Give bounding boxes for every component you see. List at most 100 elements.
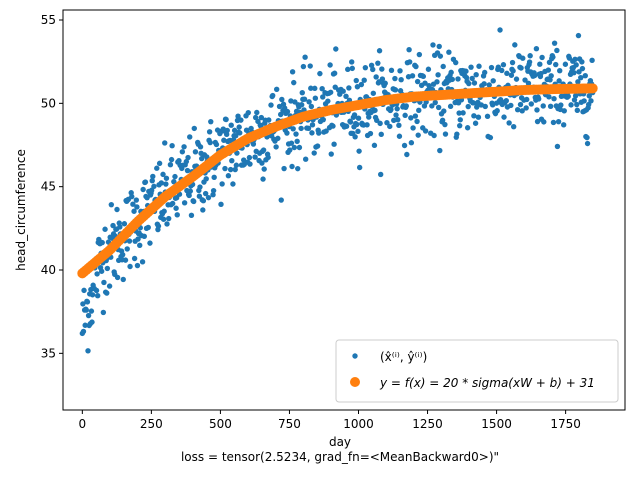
data-point [377, 171, 384, 178]
data-point [235, 113, 241, 119]
data-point [228, 122, 234, 128]
data-point [402, 112, 408, 119]
data-point [581, 98, 587, 104]
data-point [472, 120, 479, 126]
data-point [388, 67, 395, 73]
data-point [206, 129, 213, 135]
data-point [265, 154, 271, 161]
data-point [500, 62, 507, 68]
data-point [207, 139, 213, 146]
data-point [398, 77, 404, 83]
data-point [482, 103, 488, 110]
data-point [550, 54, 556, 60]
data-point [99, 239, 105, 246]
data-point [273, 86, 280, 93]
data-point [572, 56, 578, 62]
data-point [382, 80, 388, 86]
data-point [141, 233, 147, 239]
data-point [229, 158, 235, 164]
data-point [358, 81, 365, 88]
data-point [534, 118, 541, 125]
data-point [122, 257, 129, 263]
x-tick-label: 1000 [343, 417, 374, 431]
data-point [307, 63, 313, 69]
data-point [84, 299, 91, 305]
data-point [131, 255, 138, 262]
data-point [354, 121, 360, 128]
data-point [288, 140, 295, 146]
data-point [245, 109, 251, 116]
data-point [131, 208, 137, 214]
data-point [252, 154, 258, 160]
data-point [558, 102, 564, 108]
data-point [247, 161, 253, 167]
data-point [572, 93, 579, 99]
data-point [372, 107, 378, 114]
data-point [312, 85, 318, 92]
data-point [179, 149, 186, 155]
data-point [366, 114, 372, 120]
data-point [392, 87, 399, 93]
data-point [561, 108, 567, 114]
data-point [308, 85, 314, 91]
data-point [378, 131, 384, 137]
data-point [345, 66, 351, 73]
data-point [519, 108, 525, 114]
data-point [237, 130, 243, 136]
data-point [222, 165, 228, 172]
data-point [361, 77, 367, 83]
data-point [410, 125, 416, 131]
data-point [349, 65, 355, 72]
data-point [553, 61, 559, 68]
data-point [439, 117, 446, 123]
chart-caption: loss = tensor(2.5234, grad_fn=<MeanBackw… [181, 450, 499, 464]
data-point [377, 120, 383, 127]
y-tick-label: 55 [41, 13, 56, 27]
data-point [468, 64, 474, 70]
data-point [163, 175, 170, 181]
data-point [355, 115, 362, 121]
data-point [169, 200, 176, 207]
data-point [327, 89, 334, 95]
data-point [331, 70, 338, 76]
data-point [355, 128, 361, 135]
data-point [432, 99, 438, 106]
data-point [181, 144, 187, 150]
data-point [89, 319, 95, 325]
data-point [191, 125, 197, 132]
data-point [431, 132, 437, 139]
data-point [562, 61, 569, 67]
x-tick-label: 1750 [550, 417, 581, 431]
data-point [246, 154, 253, 161]
data-point [508, 72, 515, 78]
data-point [258, 114, 265, 121]
data-point [210, 187, 217, 194]
data-point [526, 59, 533, 65]
data-point [440, 63, 446, 70]
data-point [408, 115, 414, 121]
x-tick-label: 750 [278, 417, 301, 431]
data-point [539, 54, 545, 61]
data-point [241, 157, 247, 163]
x-tick-label: 0 [79, 417, 87, 431]
data-point [291, 144, 298, 151]
data-point [230, 181, 236, 187]
data-point [560, 122, 567, 128]
data-point [278, 197, 284, 203]
data-point [401, 142, 408, 149]
data-point [413, 63, 419, 70]
data-point [309, 130, 315, 136]
x-tick-label: 1250 [412, 417, 443, 431]
data-point [259, 160, 265, 166]
data-point [147, 240, 153, 246]
data-point [437, 147, 443, 154]
data-point [203, 176, 209, 182]
data-point [327, 62, 333, 68]
data-point [412, 113, 419, 119]
data-point [277, 111, 284, 118]
data-point [408, 140, 415, 146]
data-point [120, 276, 126, 283]
data-point [586, 93, 592, 99]
data-point [392, 75, 398, 82]
data-point [295, 165, 301, 172]
